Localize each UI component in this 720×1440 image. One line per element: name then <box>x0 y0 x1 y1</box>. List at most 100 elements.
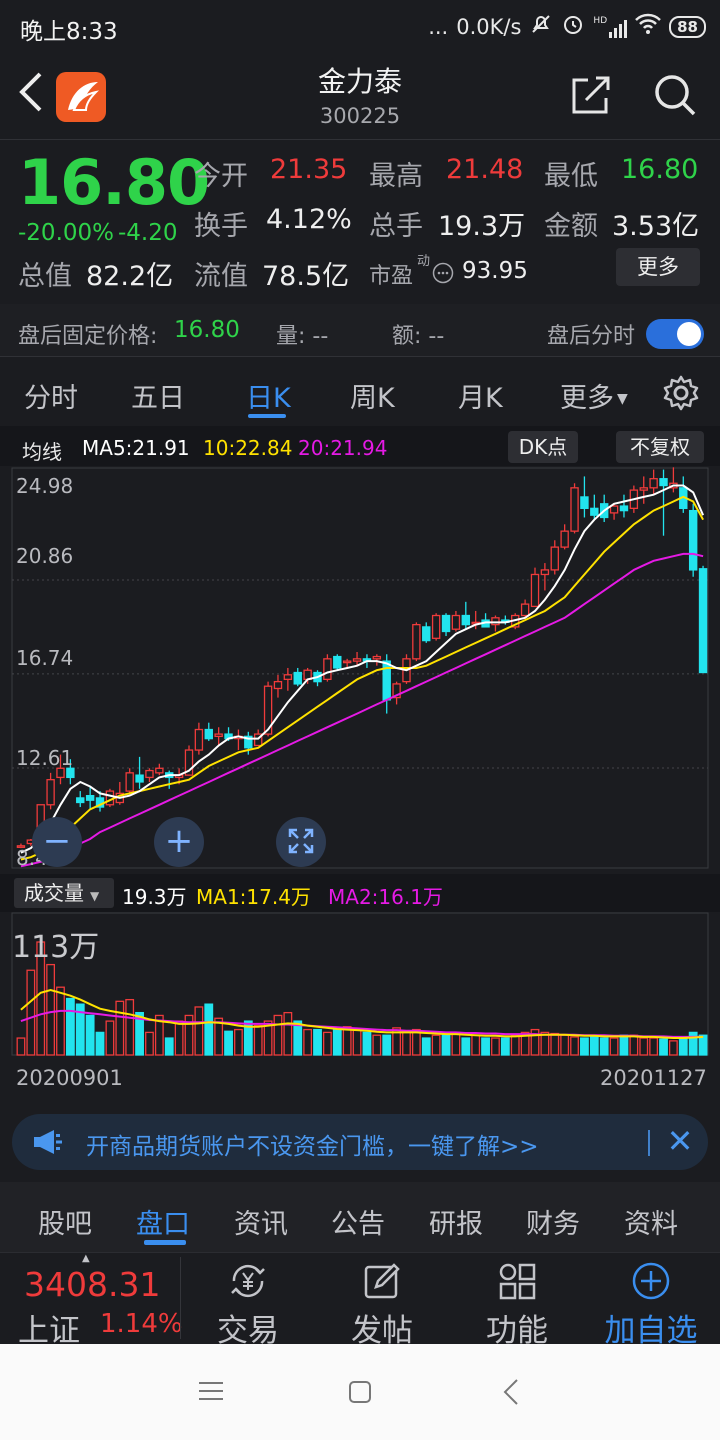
volume-bar-up <box>431 1034 441 1056</box>
volume-bar-up <box>26 969 36 1056</box>
search-icon[interactable] <box>652 72 698 118</box>
menu-icon[interactable] <box>198 1380 224 1406</box>
tab-five-day[interactable]: 五日 <box>131 383 185 414</box>
candle-up <box>145 769 154 779</box>
caret-up-icon: ▲ <box>82 1253 90 1264</box>
volume-bar-up <box>184 1014 194 1056</box>
dk-point-button[interactable]: DK点 <box>508 431 578 463</box>
fullscreen-icon[interactable] <box>276 817 326 867</box>
tab-intraday[interactable]: 分时 <box>24 383 78 414</box>
index-value[interactable]: 3408.31 <box>24 1265 161 1304</box>
volume-max-label: 113万 <box>12 930 100 965</box>
trade-button[interactable]: 交易 <box>193 1259 303 1350</box>
system-nav-bar <box>0 1344 720 1440</box>
share-icon[interactable] <box>570 74 612 116</box>
active-section-indicator <box>144 1240 186 1245</box>
home-icon[interactable] <box>348 1380 372 1408</box>
change-value: -4.20 <box>118 220 178 246</box>
tab-daily-k[interactable]: 日K <box>246 383 291 414</box>
kline-chart[interactable] <box>0 466 720 874</box>
candle-up <box>155 767 164 774</box>
post-button[interactable]: 发帖 <box>327 1259 437 1350</box>
back-arrow-icon[interactable] <box>16 70 56 120</box>
candle-down <box>204 728 213 740</box>
candle-up <box>491 617 500 626</box>
zoom-in-icon[interactable]: + <box>154 817 204 867</box>
ad-banner[interactable]: 开商品期货账户不设资金门槛，一键了解>> ✕ <box>12 1114 708 1170</box>
volume-bar-down <box>332 1028 342 1056</box>
after-hours-price: 16.80 <box>174 317 240 343</box>
volume-value: 19.3万 <box>438 211 526 242</box>
trade-yen-icon <box>193 1259 303 1303</box>
volume-bar-up <box>16 1037 26 1056</box>
function-button[interactable]: 功能 <box>462 1259 572 1350</box>
candle-down <box>580 496 589 509</box>
kline-frame <box>11 467 709 869</box>
close-icon[interactable]: ✕ <box>666 1122 694 1160</box>
low-label: 最低 <box>544 161 598 192</box>
tab-financials[interactable]: 财务 <box>526 1209 580 1240</box>
date-end-label: 20201127 <box>600 1066 707 1090</box>
volume-bar-down <box>599 1037 609 1056</box>
tab-research[interactable]: 研报 <box>429 1209 483 1240</box>
tab-news[interactable]: 资讯 <box>234 1209 288 1240</box>
after-hours-label: 盘后固定价格: <box>18 324 158 349</box>
candle-down <box>244 735 253 749</box>
turnover-label: 换手 <box>194 211 248 242</box>
volume-bar-down <box>224 1030 233 1056</box>
volume-bar-down <box>293 1020 303 1056</box>
signal-icon: HD <box>593 16 628 38</box>
volume-bar-down <box>659 1038 668 1056</box>
adjust-mode-button[interactable]: 不复权 <box>616 431 704 463</box>
volume-bar-up <box>145 1031 154 1056</box>
tab-announcements[interactable]: 公告 <box>331 1209 385 1240</box>
section-tabs: 股吧 盘口 资讯 公告 研报 财务 资料 <box>0 1182 720 1252</box>
app-logo <box>56 72 106 122</box>
candle-up <box>342 660 352 664</box>
volume-bar-up <box>471 1034 481 1056</box>
low-value: 16.80 <box>621 154 699 185</box>
bottom-action-bar: ▲ 3408.31 上证 1.14% 交易 发帖 功能 加自选 <box>0 1252 720 1349</box>
add-watchlist-button[interactable]: 加自选 <box>596 1259 706 1350</box>
status-indicators: ... 0.0K/s HD 88 <box>428 12 706 41</box>
after-hours-toggle-label: 盘后分时 <box>547 324 636 349</box>
volume-bar-down <box>243 1020 253 1056</box>
tab-weekly-k[interactable]: 周K <box>350 383 395 414</box>
index-percent[interactable]: 1.14% <box>100 1309 183 1339</box>
back-icon[interactable] <box>502 1378 520 1410</box>
tab-monthly-k[interactable]: 月K <box>458 383 503 414</box>
candle-up <box>283 674 293 681</box>
volume-bar-up <box>125 998 135 1056</box>
candle-up <box>194 728 204 751</box>
candle-up <box>253 733 263 747</box>
open-label: 今开 <box>194 161 248 192</box>
post-label: 发帖 <box>351 1313 413 1349</box>
ma-legend: 均线 MA5:21.91 10:22.84 20:21.94 DK点 不复权 <box>0 426 720 466</box>
after-hours-amt-value: -- <box>428 324 445 349</box>
candle-down <box>422 626 431 642</box>
index-name[interactable]: 上证 <box>18 1313 80 1349</box>
function-grid-icon <box>462 1259 572 1303</box>
volume-bar-up <box>372 1034 382 1056</box>
tab-forum[interactable]: 股吧 <box>38 1209 92 1240</box>
tab-order-book[interactable]: 盘口 <box>136 1209 190 1240</box>
zoom-out-icon[interactable]: − <box>32 817 82 867</box>
tab-more[interactable]: 更多 ▼ <box>560 376 628 415</box>
volume-indicator-select[interactable]: 成交量 ▼ <box>14 878 114 908</box>
add-watchlist-label: 加自选 <box>604 1313 698 1349</box>
volume-bar-up <box>194 1006 204 1056</box>
volume-bar-down <box>164 1037 174 1056</box>
candle-up <box>530 573 540 608</box>
candle-down <box>441 614 451 633</box>
volume-bar-down <box>589 1034 599 1056</box>
candle-up <box>570 487 579 532</box>
pe-info-icon[interactable] <box>432 262 454 288</box>
volume-bar-up <box>273 1014 283 1056</box>
volume-bar-up <box>36 941 46 1056</box>
after-hours-toggle[interactable] <box>646 319 704 349</box>
more-quote-button[interactable]: 更多 <box>616 248 700 286</box>
volume-bar-down <box>461 1037 471 1056</box>
tab-profile[interactable]: 资料 <box>624 1209 678 1240</box>
chart-settings-gear-icon[interactable] <box>662 374 700 416</box>
volume-chart[interactable] <box>0 912 720 1058</box>
